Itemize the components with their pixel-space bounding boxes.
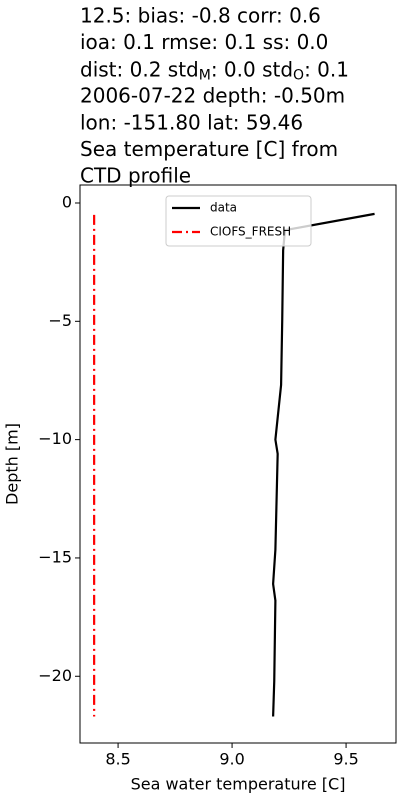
series-line xyxy=(272,212,375,717)
y-tick-label: −20 xyxy=(38,666,72,685)
chart-title: 12.5: bias: -0.8 corr: 0.6 xyxy=(80,4,321,28)
y-axis-label: Depth [m] xyxy=(3,423,22,505)
plot-frame xyxy=(79,184,397,744)
y-tick-label: −10 xyxy=(38,429,72,448)
x-axis-label: Sea water temperature [C] xyxy=(131,775,346,794)
legend-label: data xyxy=(210,201,237,215)
chart-title: lon: -151.80 lat: 59.46 xyxy=(80,110,303,134)
title-part: dist: 0.2 std xyxy=(80,57,199,81)
chart-title: CTD profile xyxy=(80,164,191,188)
title-subscript: O xyxy=(293,67,304,83)
chart-title: dist: 0.2 stdM: 0.0 stdO: 0.1 xyxy=(80,57,349,84)
chart-title: ioa: 0.1 rmse: 0.1 ss: 0.0 xyxy=(80,30,328,54)
legend-box xyxy=(165,195,312,247)
y-tick-label: −15 xyxy=(38,547,72,566)
x-tick-label: 8.5 xyxy=(105,750,130,769)
legend-label: CIOFS_FRESH xyxy=(210,225,291,239)
title-subscript: M xyxy=(199,67,211,83)
y-tick-label: 0 xyxy=(62,192,72,211)
x-tick-label: 9.5 xyxy=(333,750,358,769)
title-part: : 0.1 xyxy=(304,57,349,81)
chart-title: Sea temperature [C] from xyxy=(80,137,338,161)
chart-title: 2006-07-22 depth: -0.50m xyxy=(80,84,345,108)
y-tick-label: −5 xyxy=(48,311,72,330)
title-part: : 0.0 std xyxy=(211,57,293,81)
x-tick-label: 9.0 xyxy=(219,750,244,769)
